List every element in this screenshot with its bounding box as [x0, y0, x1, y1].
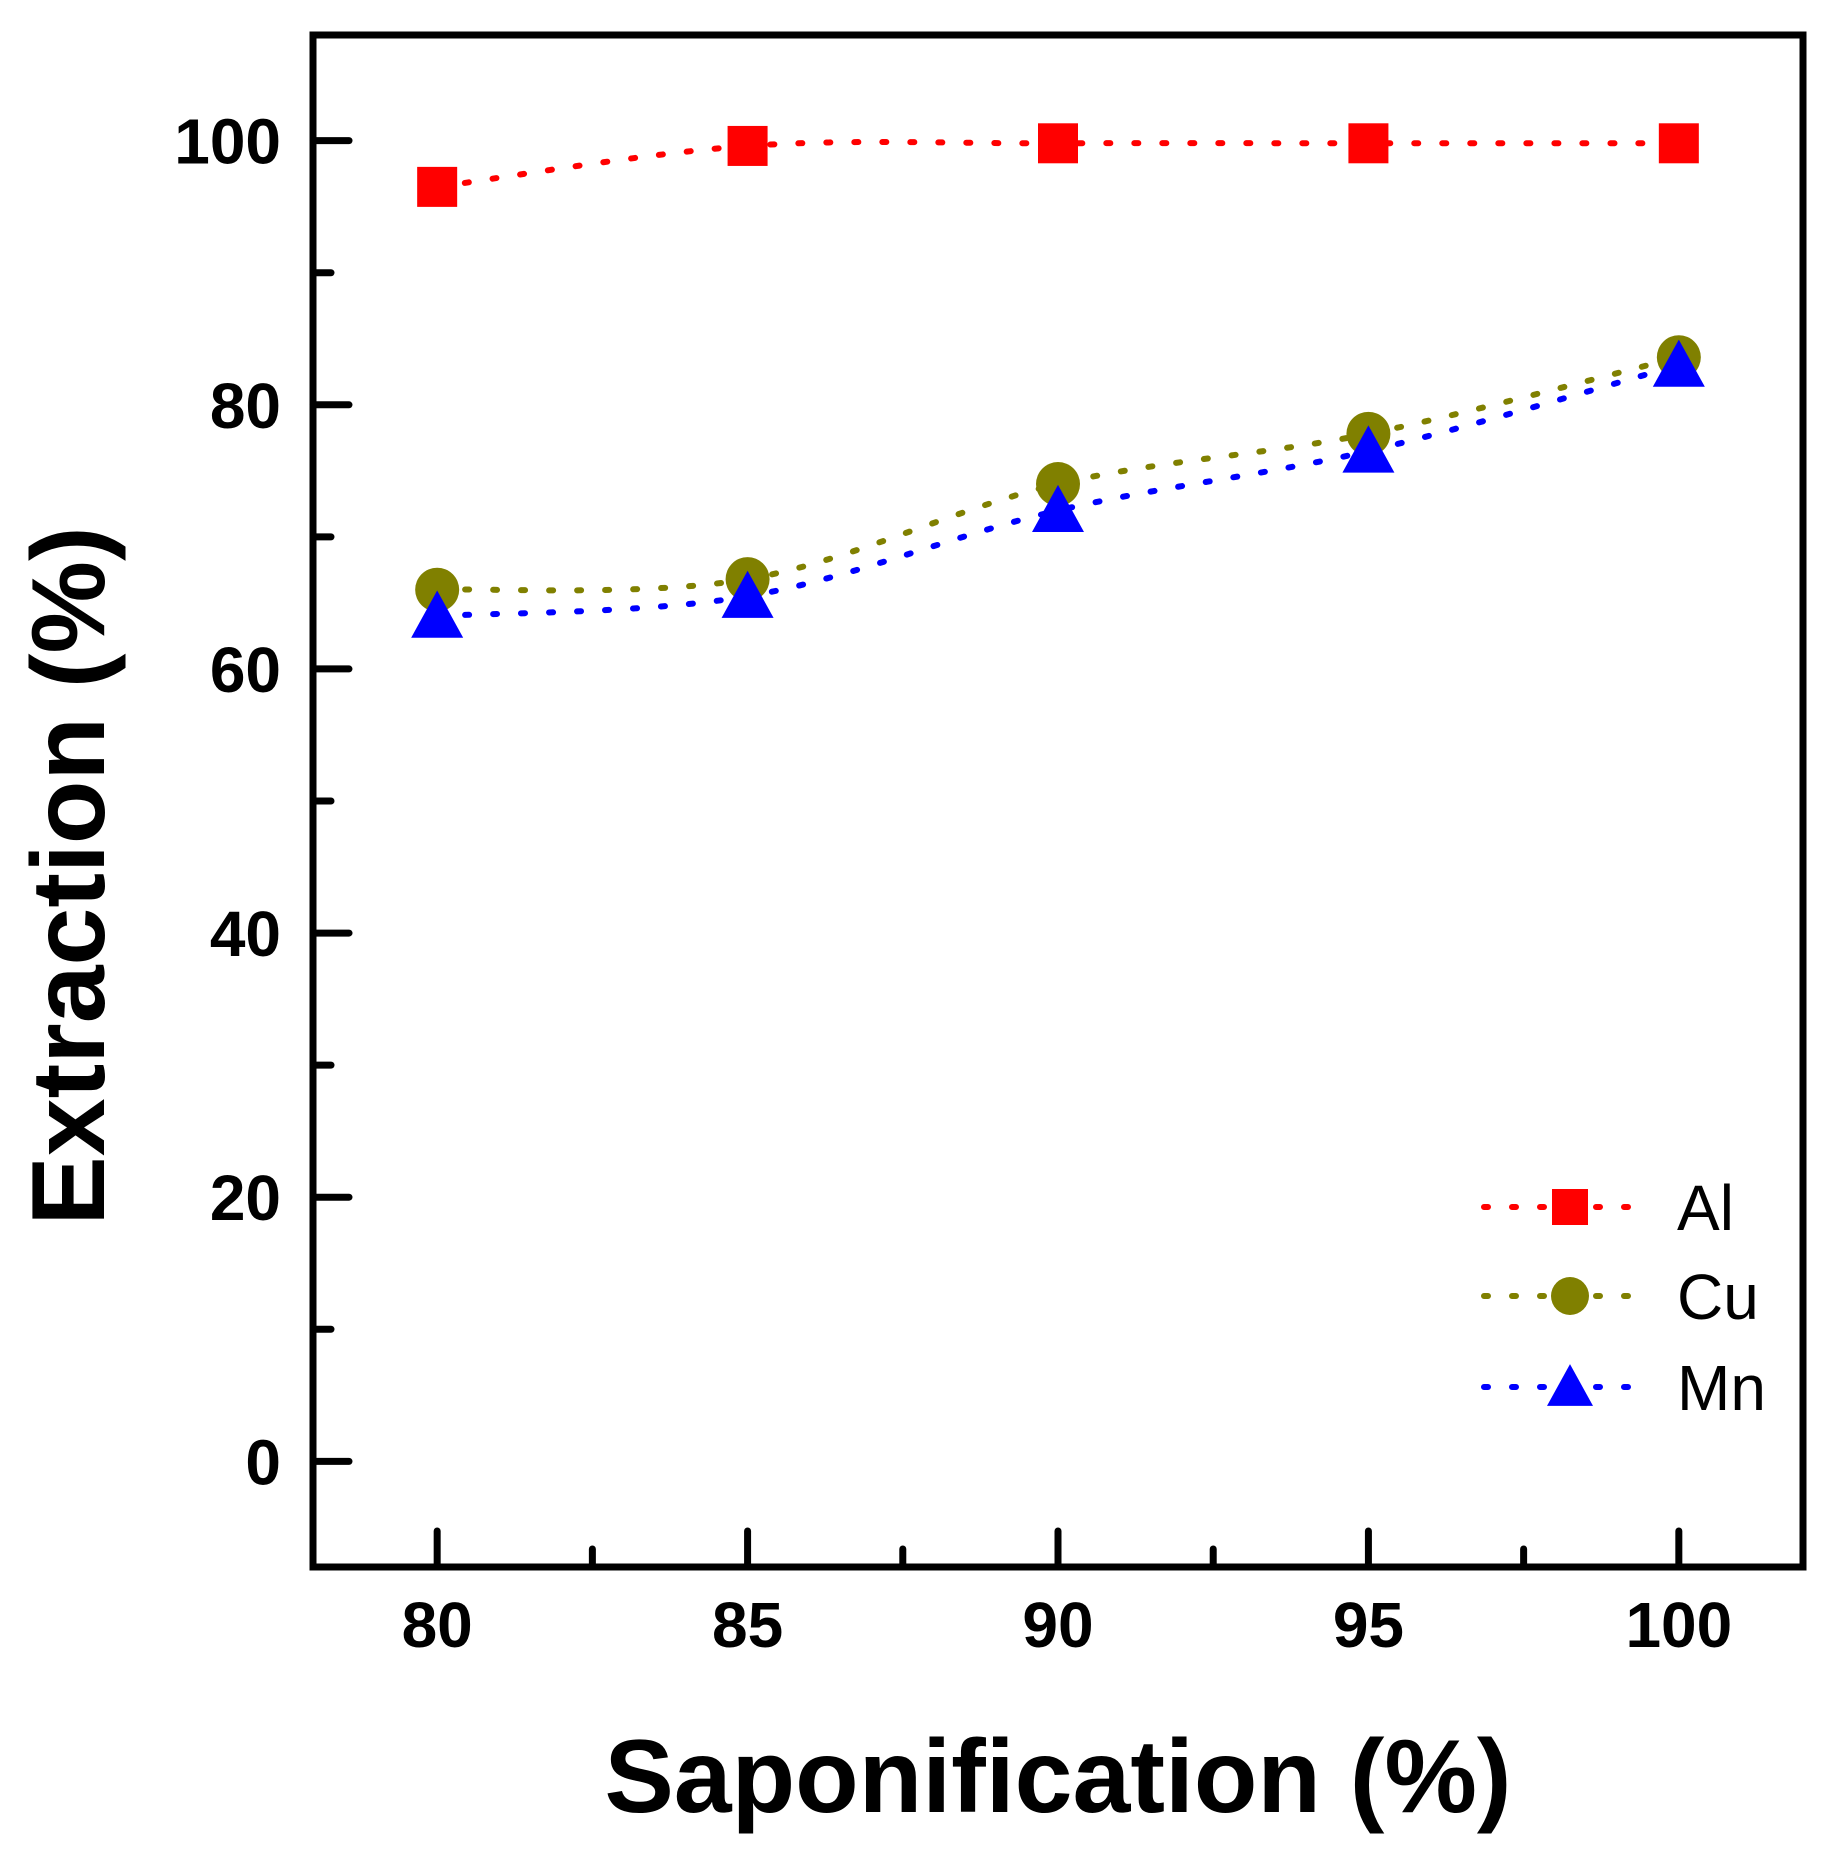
legend-label-cu: Cu	[1677, 1261, 1759, 1333]
data-point-mn	[1032, 484, 1084, 533]
data-point-al	[1658, 123, 1699, 164]
data-point-al	[1348, 123, 1389, 164]
series-layer	[411, 123, 1705, 638]
x-tick-label: 100	[1625, 1589, 1732, 1661]
y-axis-title: Extraction (%)	[11, 526, 127, 1225]
legend-marker-cu	[1551, 1277, 1589, 1315]
y-tick-label: 100	[174, 106, 281, 178]
x-tick-label: 85	[712, 1589, 783, 1661]
y-tick-label: 0	[245, 1426, 281, 1498]
data-point-cu	[415, 567, 460, 612]
data-point-al	[417, 166, 458, 207]
data-point-mn	[1652, 339, 1705, 387]
legend-label-mn: Mn	[1677, 1352, 1766, 1424]
legend-label-al: Al	[1677, 1172, 1734, 1244]
series-line-mn	[434, 362, 1682, 620]
ticks-layer: 0 20 40 60 80 100 80 85 90 95 100	[174, 106, 1732, 1661]
y-tick-label: 60	[210, 634, 281, 706]
x-tick-label: 95	[1333, 1589, 1404, 1661]
y-tick-label: 40	[210, 898, 281, 970]
data-point-cu	[1036, 462, 1080, 507]
y-tick-label: 20	[210, 1162, 281, 1234]
data-point-mn	[411, 590, 464, 638]
series-line-al	[434, 138, 1682, 190]
data-point-al	[1038, 123, 1078, 164]
x-axis-title: Saponification (%)	[604, 1719, 1511, 1835]
data-point-mn	[1342, 425, 1395, 473]
plot-frame	[309, 31, 1807, 1571]
y-tick-label: 80	[210, 370, 281, 442]
legend-marker-al	[1552, 1189, 1588, 1225]
x-tick-label: 90	[1022, 1589, 1093, 1661]
legend-marker-mn	[1547, 1364, 1593, 1406]
data-point-mn	[721, 570, 774, 618]
data-point-al	[727, 125, 768, 166]
legend: Al Cu Mn	[1481, 1172, 1766, 1424]
x-tick-label: 80	[402, 1589, 473, 1661]
